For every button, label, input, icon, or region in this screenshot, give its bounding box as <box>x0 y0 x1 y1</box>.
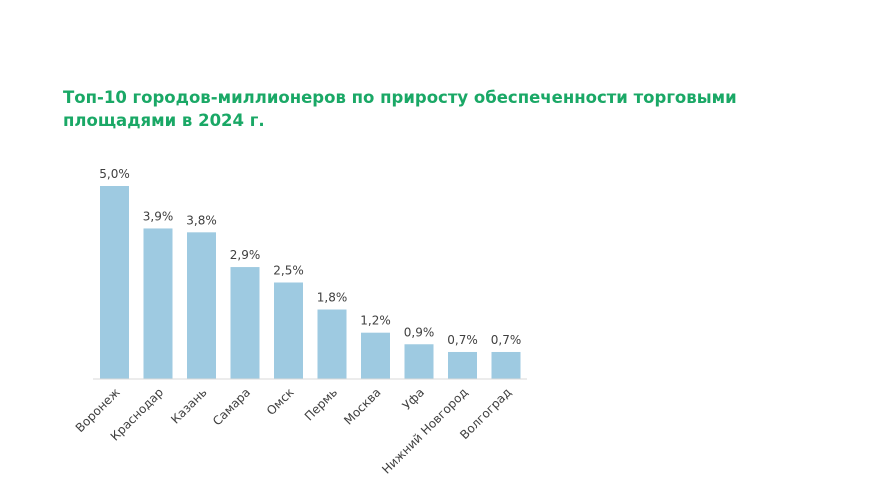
data-label-6: 1,8% <box>317 291 348 305</box>
data-labels-group: 5,0% 3,9% 3,8% 2,9% 2,5% 1,8% 1,2% 0,9% 0,7% 0,7% <box>99 167 521 347</box>
category-label-9: Нижний Новгород <box>379 385 470 476</box>
bar-4 <box>230 267 260 379</box>
category-label-3: Казань <box>168 385 209 426</box>
data-label-8: 0,9% <box>404 325 435 339</box>
data-label-5: 2,5% <box>273 264 304 278</box>
category-label-8: Уфа <box>400 385 428 413</box>
bar-6 <box>317 309 347 379</box>
data-label-7: 1,2% <box>360 314 391 328</box>
bar-9 <box>448 351 477 379</box>
bar-3 <box>187 232 216 379</box>
bar-5 <box>274 282 303 379</box>
bar-8 <box>404 344 434 379</box>
category-label-5: Омск <box>264 385 297 418</box>
chart-title-line-2: площадями в 2024 г. <box>63 111 265 130</box>
bar-7 <box>361 332 390 379</box>
data-label-4: 2,9% <box>230 248 261 262</box>
bar-1 <box>100 186 129 379</box>
category-label-7: Москва <box>341 385 383 427</box>
data-label-9: 0,7% <box>447 333 478 347</box>
bars-group <box>100 186 521 379</box>
category-label-6: Пермь <box>302 385 340 423</box>
data-label-1: 5,0% <box>99 167 130 181</box>
category-label-4: Самара <box>210 385 253 428</box>
chart-title: Топ-10 городов-миллионеров по приросту о… <box>63 86 823 132</box>
data-label-2: 3,9% <box>143 209 174 223</box>
chart-title-line-1: Топ-10 городов-миллионеров по приросту о… <box>63 88 737 107</box>
data-label-10: 0,7% <box>491 333 522 347</box>
data-label-3: 3,8% <box>186 213 217 227</box>
bar-10 <box>491 351 521 379</box>
bar-2 <box>143 228 173 379</box>
